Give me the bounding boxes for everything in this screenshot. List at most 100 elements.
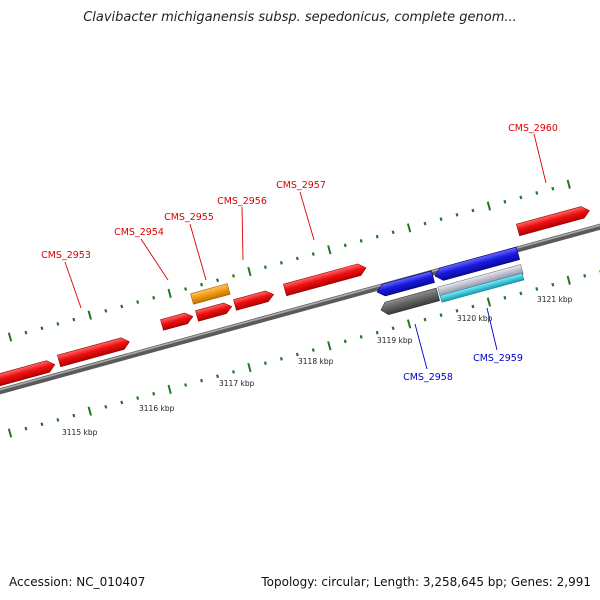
minor-tick [375,330,379,335]
minor-tick [359,239,363,243]
major-tick [486,297,492,307]
tick-label-3119: 3119 kbp [377,336,413,345]
minor-tick [232,370,235,374]
minor-tick [120,304,124,309]
major-tick [566,275,571,285]
minor-tick [56,418,60,422]
tick-label-3121: 3121 kbp [537,295,573,304]
minor-tick [551,186,555,191]
minor-tick [391,230,395,235]
label-cms-2955[interactable]: CMS_2955 [164,212,214,223]
minor-tick [519,195,523,200]
minor-tick [343,339,347,344]
minor-tick [184,287,188,291]
lower-tick-track [7,270,600,438]
major-tick [247,362,252,373]
map-title: Clavibacter michiganensis subsp. sepedon… [83,10,517,25]
major-tick [87,310,92,320]
minor-tick [471,304,475,309]
label-cms-2959[interactable]: CMS_2959 [473,353,523,364]
reverse-feature-track [379,264,525,316]
minor-tick [551,282,555,287]
reverse-genes [375,246,521,298]
gray-feature[interactable] [379,287,440,316]
major-tick [167,384,172,394]
gene-arrow-cms-2954[interactable] [160,311,195,331]
label-cms-2958[interactable]: CMS_2958 [403,372,453,383]
gene-arrow-cms-2955[interactable] [195,301,234,322]
major-tick [247,266,252,277]
minor-tick [375,234,379,239]
minor-tick [503,199,507,204]
minor-tick [519,291,523,296]
minor-tick [295,352,299,357]
minor-tick [535,191,539,195]
gene-arrow-cms-2957[interactable] [283,262,367,297]
gene-arrow-cms-2952[interactable] [0,359,56,388]
minor-tick [56,322,60,326]
major-tick [566,179,571,189]
gene-arrow-cms-2956[interactable] [233,289,275,311]
major-tick [486,201,492,211]
minor-tick [279,261,283,265]
label-cms-2954[interactable]: CMS_2954 [114,227,164,238]
upper-tick-track [7,179,571,342]
label-cms-2953[interactable]: CMS_2953 [41,250,91,261]
gene-arrow-cms-2958[interactable] [375,270,435,298]
tick-label-3115: 3115 kbp [62,428,98,437]
minor-tick [120,400,124,405]
minor-tick [295,256,299,261]
minor-tick [216,374,220,379]
orange-feature[interactable] [190,283,231,305]
minor-tick [152,295,156,300]
minor-tick [503,295,507,300]
minor-tick [200,378,204,383]
gene-arrow-cms-2953[interactable] [57,336,131,368]
tick-label-3116: 3116 kbp [139,404,175,413]
minor-tick [232,274,235,278]
minor-tick [72,413,76,418]
label-leaders [64,133,547,370]
minor-tick [583,274,587,278]
minor-tick [343,243,347,248]
tick-label-3118: 3118 kbp [298,357,334,366]
major-tick [327,341,332,351]
minor-tick [104,405,108,409]
minor-tick [263,361,267,365]
gene-labels: CMS_2953 CMS_2954 CMS_2955 CMS_2956 CMS_… [41,123,558,383]
minor-tick [72,317,76,322]
label-cms-2956[interactable]: CMS_2956 [217,196,267,207]
gene-arrow-cms-2959[interactable] [433,246,521,282]
minor-tick [24,426,28,431]
label-cms-2957[interactable]: CMS_2957 [276,180,326,191]
scale-labels: 3115 kbp 3116 kbp 3117 kbp 3118 kbp 3119… [62,295,573,437]
tick-label-3120: 3120 kbp [457,314,493,323]
minor-tick [279,357,283,361]
major-tick [406,223,412,233]
minor-tick [391,326,395,331]
major-tick [7,332,13,342]
forward-genes [0,205,591,388]
minor-tick [439,313,443,318]
minor-tick [40,326,44,331]
label-cms-2960[interactable]: CMS_2960 [508,123,558,134]
major-tick [7,428,13,438]
minor-tick [359,335,363,339]
minor-tick [216,278,220,283]
minor-tick [184,383,188,387]
major-tick [167,288,172,298]
minor-tick [455,309,459,313]
genome-backbone [0,223,600,395]
minor-tick [311,252,315,256]
gene-arrow-cms-2960[interactable] [516,205,591,237]
major-tick [406,319,412,329]
topology-summary: Topology: circular; Length: 3,258,645 bp… [261,575,591,589]
minor-tick [152,391,156,396]
cyan-feature[interactable] [439,272,525,303]
major-tick [87,406,92,416]
minor-tick [104,309,108,313]
minor-tick [535,287,539,291]
minor-tick [136,396,140,400]
minor-tick [423,221,427,226]
